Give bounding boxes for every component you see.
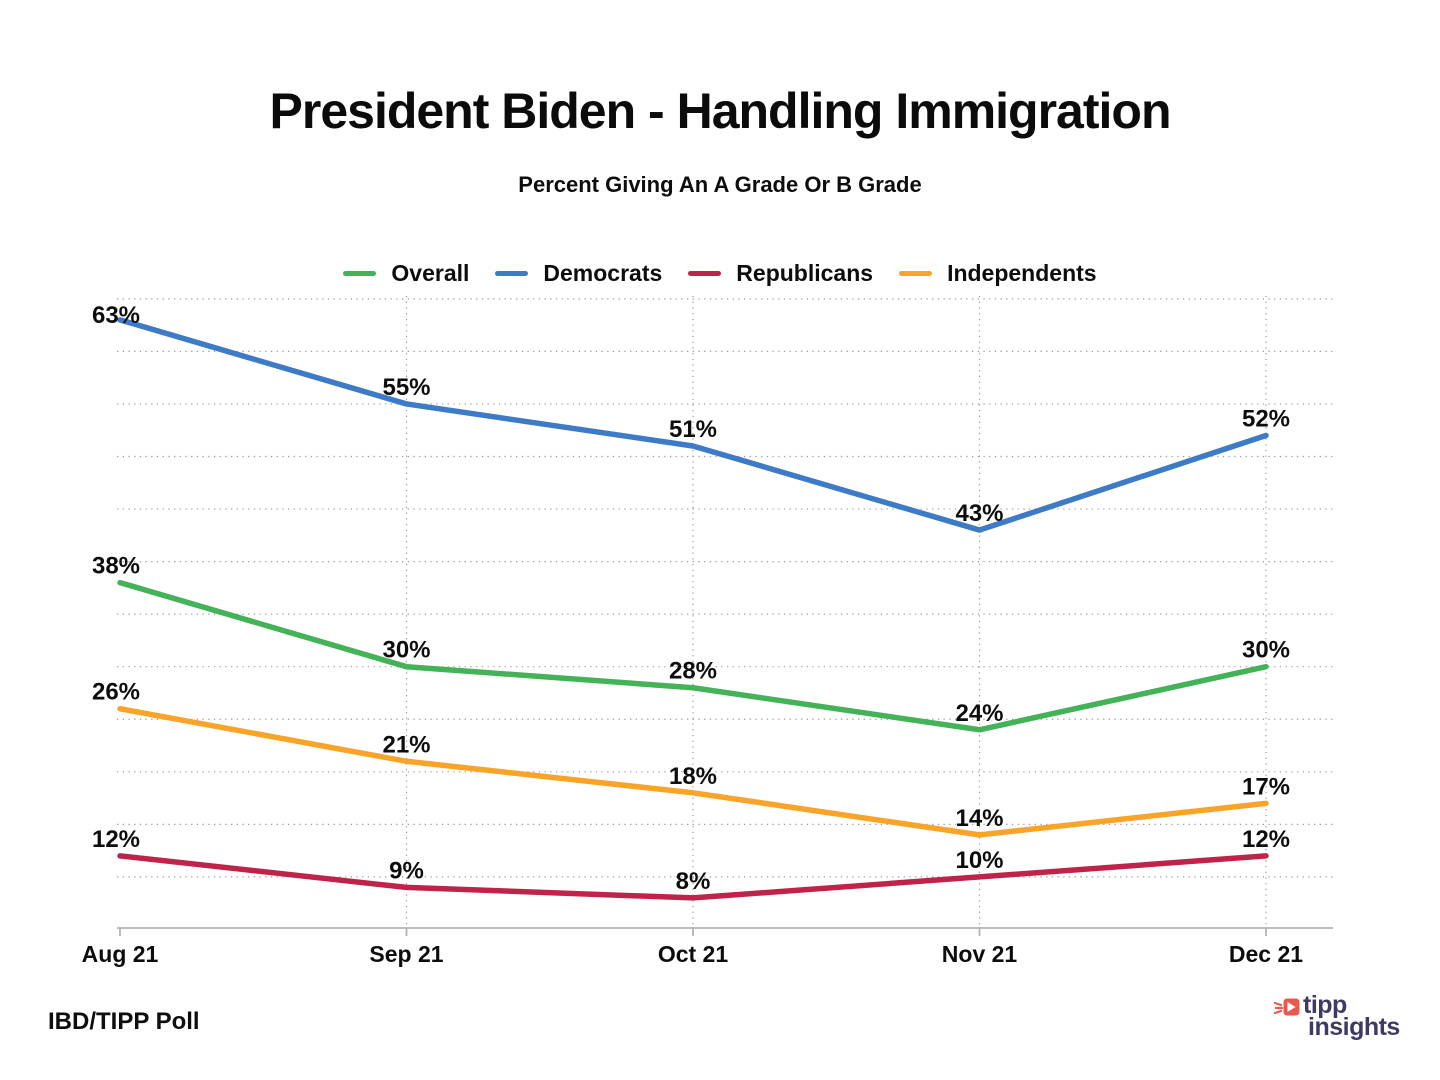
data-label-overall: 24% — [955, 700, 1003, 727]
legend-swatch-republicans — [688, 271, 722, 276]
x-tick-label: Nov 21 — [942, 941, 1018, 967]
logo-text-line1: tipp — [1303, 991, 1347, 1019]
chart-subtitle: Percent Giving An A Grade Or B Grade — [518, 172, 922, 197]
data-label-democrats: 52% — [1242, 405, 1290, 432]
data-label-independents: 14% — [955, 805, 1003, 832]
logo-chevron — [1287, 1002, 1296, 1012]
legend-swatch-overall — [343, 271, 377, 276]
series-line-overall — [117, 579, 1269, 733]
gridlines — [117, 296, 1333, 928]
data-label-democrats: 51% — [669, 416, 717, 443]
legend-label: Democrats — [543, 260, 663, 286]
legend-label: Republicans — [736, 260, 874, 286]
legend-item-independents: Independents — [899, 260, 1097, 287]
chart-title: President Biden - Handling Immigration — [269, 83, 1172, 139]
data-label-democrats: 55% — [382, 374, 430, 401]
x-tick-label: Aug 21 — [82, 941, 159, 967]
series-line-independents — [117, 705, 1269, 838]
data-labels: 38% 30% 28% 24% 30% 63% 55% 51% 43% 52% 12% 9% 8% 10%… — [92, 302, 1290, 895]
data-label-republicans: 8% — [676, 868, 711, 895]
data-label-overall: 30% — [382, 637, 430, 664]
data-label-independents: 17% — [1242, 773, 1290, 800]
logo-text-line2: insights — [1308, 1013, 1400, 1041]
data-label-independents: 21% — [382, 731, 430, 758]
chart-legend: Overall Democrats Republicans Independents — [0, 260, 1440, 287]
data-label-overall: 28% — [669, 658, 717, 685]
data-label-overall: 30% — [1242, 637, 1290, 664]
data-label-democrats: 43% — [955, 500, 1003, 527]
data-label-overall: 38% — [92, 553, 140, 580]
data-label-democrats: 63% — [92, 302, 140, 329]
logo-ray — [1274, 1001, 1283, 1007]
x-axis — [117, 927, 1333, 936]
data-label-republicans: 10% — [955, 847, 1003, 874]
x-tick-label: Dec 21 — [1229, 941, 1303, 967]
data-label-independents: 26% — [92, 679, 140, 706]
tippinsights-logo-icon — [1274, 998, 1300, 1016]
data-label-republicans: 12% — [92, 826, 140, 853]
legend-label: Independents — [947, 260, 1097, 286]
source-label: IBD/TIPP Poll — [48, 1008, 200, 1035]
legend-item-overall: Overall — [343, 260, 469, 287]
data-label-republicans: 9% — [389, 857, 424, 884]
x-tick-label: Sep 21 — [369, 941, 443, 967]
x-tick-label: Oct 21 — [658, 941, 729, 967]
series-line-republicans — [117, 853, 1269, 901]
logo-ray — [1274, 1009, 1283, 1015]
data-label-independents: 18% — [669, 763, 717, 790]
legend-swatch-democrats — [495, 271, 529, 276]
data-label-republicans: 12% — [1242, 826, 1290, 853]
legend-swatch-independents — [899, 271, 933, 276]
legend-item-republicans: Republicans — [688, 260, 873, 287]
legend-item-democrats: Democrats — [495, 260, 662, 287]
series-line-democrats — [117, 317, 1269, 533]
tippinsights-logo: tipp insights — [1274, 991, 1400, 1041]
legend-label: Overall — [391, 260, 470, 286]
x-tick-labels: Aug 21 Sep 21 Oct 21 Nov 21 Dec 21 — [82, 941, 1304, 967]
